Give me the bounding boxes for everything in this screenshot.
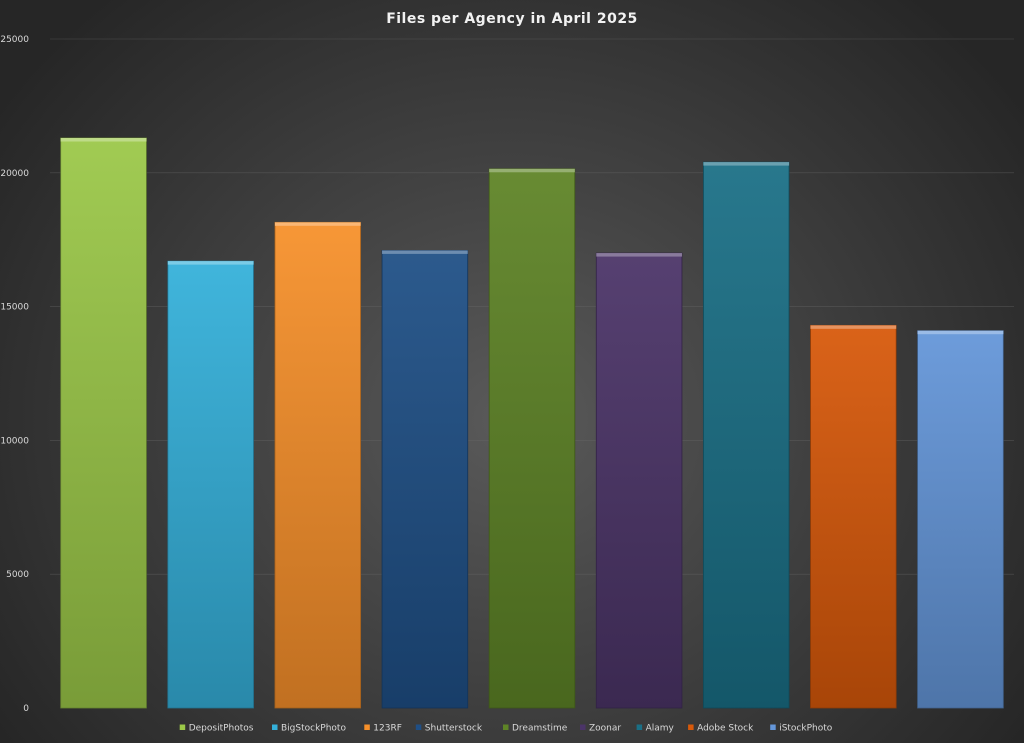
legend-swatch	[688, 724, 694, 730]
legend-swatch	[503, 724, 509, 730]
bar-bigstockphoto	[167, 260, 254, 709]
legend-swatch	[636, 724, 643, 730]
y-tick-label: 10000	[0, 436, 29, 446]
legend-label: 123RF	[373, 724, 402, 734]
bar-top-highlight	[167, 261, 254, 265]
chart-title: Files per Agency in April 2025	[386, 11, 638, 27]
legend-label: BigStockPhoto	[281, 724, 346, 734]
bar-top-highlight	[60, 138, 147, 142]
bar-top-highlight	[703, 162, 790, 166]
bar-shutterstock	[381, 250, 469, 709]
bar-123rf	[274, 221, 362, 709]
legend-swatch	[770, 724, 776, 730]
y-tick-label: 15000	[0, 303, 29, 313]
bar-istockphoto	[917, 330, 1004, 709]
legend-label: Dreamstime	[512, 724, 568, 734]
bar-top-highlight	[596, 253, 682, 257]
legend-label: Zoonar	[589, 724, 621, 734]
bar-top-highlight	[810, 325, 897, 329]
bar-top-highlight	[489, 168, 575, 173]
legend-label: Alamy	[646, 724, 675, 734]
bar-top-highlight	[382, 250, 468, 254]
legend-swatch	[272, 724, 278, 730]
legend: DepositPhotos BigStockPhoto 123RF Shutterst…	[179, 724, 833, 734]
bar-top-highlight	[917, 330, 1004, 335]
bar-depositphotos	[60, 137, 147, 709]
y-tick-label: 5000	[6, 570, 29, 580]
legend-label: iStockPhoto	[779, 724, 833, 734]
legend-label: Adobe Stock	[697, 724, 754, 734]
bar-adobe-stock	[810, 324, 897, 709]
bar-zoonar	[595, 252, 683, 709]
bars	[60, 137, 1004, 709]
legend-swatch	[179, 724, 186, 730]
legend-label: Shutterstock	[425, 724, 483, 734]
legend-swatch	[415, 724, 422, 730]
y-tick-label: 20000	[0, 169, 29, 179]
bar-dreamstime	[488, 168, 576, 709]
y-tick-label: 25000	[0, 35, 29, 45]
y-axis-tick-labels: 0 5000 10000 15000 20000 25000	[0, 35, 29, 714]
legend-swatch	[364, 724, 370, 730]
legend-swatch	[580, 724, 586, 730]
bar-alamy	[702, 161, 790, 709]
bar-top-highlight	[274, 222, 361, 226]
legend-label: DepositPhotos	[189, 724, 254, 734]
y-tick-label: 0	[23, 704, 29, 714]
